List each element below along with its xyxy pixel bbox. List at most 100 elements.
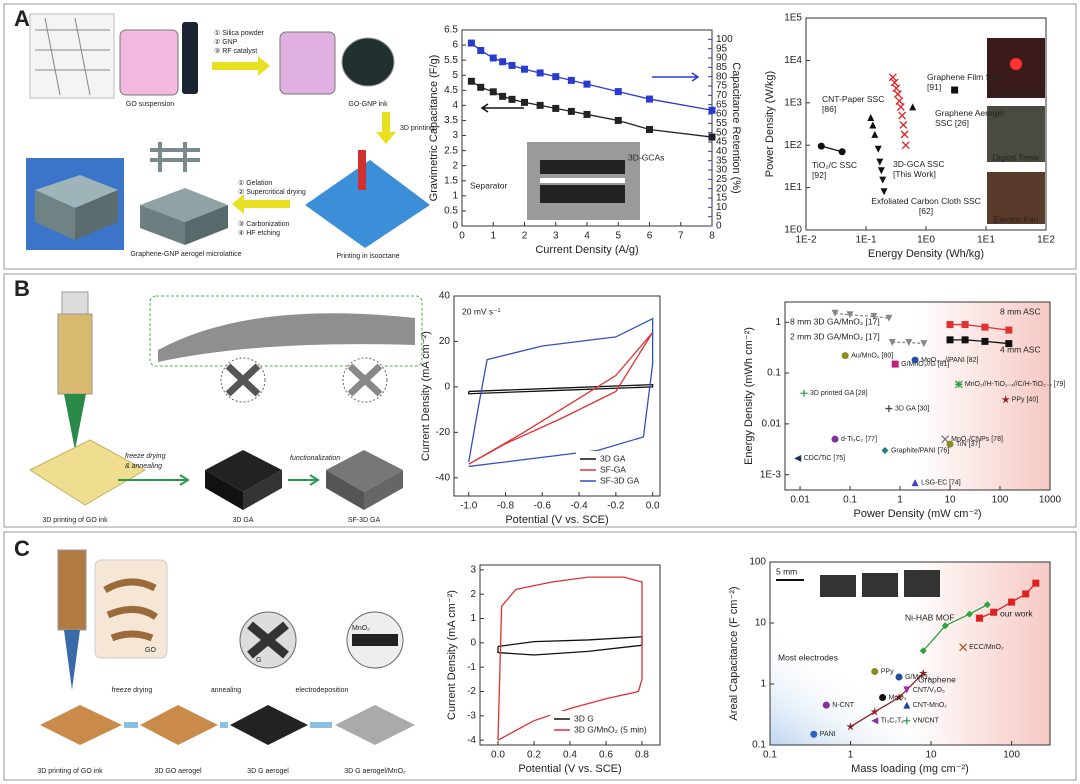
data-point <box>891 360 899 368</box>
point-label: Graphite/PANI [76] <box>891 447 949 454</box>
point-label: 3D printed GA [28] <box>810 390 868 397</box>
point-label: N-CNT <box>832 702 854 709</box>
x-tick-label: 0.0 <box>491 750 505 761</box>
y-tick-label: 100 <box>749 557 766 568</box>
x-tick-label: 0.2 <box>527 750 541 761</box>
data-point <box>817 142 825 150</box>
lattice-photo <box>35 175 118 208</box>
point-label: G/MnO₂ <box>905 674 931 681</box>
annotation: 3D-GCAs <box>628 152 664 162</box>
photo <box>987 106 1045 162</box>
x-axis-label: Energy Density (Wh/kg) <box>868 248 984 260</box>
y2-tick-label: 65 <box>716 99 728 110</box>
lattice-photo <box>35 190 75 240</box>
data-point <box>888 338 896 346</box>
data-point <box>901 141 910 150</box>
panel-b-frame <box>3 273 1077 528</box>
sf-lattice <box>364 470 403 510</box>
y-axis-label: Energy Density (mWh cm⁻²) <box>743 327 755 465</box>
point-label: ECC/MnO₂ <box>969 644 1004 651</box>
label: electrodeposition <box>296 687 349 694</box>
y-axis-label: Current Density (mA cm⁻²) <box>420 331 432 461</box>
label: & annealing <box>125 463 162 470</box>
data-point <box>838 148 846 156</box>
data-point <box>903 717 911 725</box>
series-line <box>468 317 654 468</box>
data-point <box>894 692 904 702</box>
data-point <box>583 80 591 88</box>
data-point <box>583 110 591 118</box>
x-tick-label: 1 <box>897 495 903 506</box>
y-tick-label: -40 <box>436 472 451 483</box>
data-point <box>467 39 475 47</box>
inset-separator <box>540 178 625 183</box>
data-point <box>946 440 954 448</box>
point-label: PANI <box>820 731 836 738</box>
x-tick-label: 100 <box>992 495 1009 506</box>
x-tick-label: 0.1 <box>843 495 857 506</box>
y2-axis-label: Capacitance Retention (%) <box>730 62 742 193</box>
data-point <box>708 106 716 114</box>
x-tick-label: 1E1 <box>977 235 995 246</box>
x-axis-label: Current Density (A/g) <box>535 244 638 256</box>
x-tick-label: 1000 <box>1039 495 1062 506</box>
lattice <box>230 705 308 745</box>
y-tick-label: 1E5 <box>784 13 802 24</box>
arrow <box>376 112 396 144</box>
data-point <box>981 337 989 345</box>
data-point <box>898 111 907 120</box>
lattice <box>140 205 185 245</box>
data-point <box>885 405 893 413</box>
data-point <box>499 92 507 100</box>
point-label: CDC/TiC [75] <box>804 455 845 462</box>
data-point <box>477 47 485 55</box>
y-tick-label: 1E4 <box>784 55 802 66</box>
data-point <box>911 479 919 487</box>
x-tick-label: 7 <box>678 231 684 242</box>
data-point <box>810 730 818 738</box>
data-point <box>841 352 849 360</box>
data-point <box>499 58 507 66</box>
data-point <box>477 83 485 91</box>
x-axis-label: Potential (V vs. SCE) <box>505 514 608 526</box>
sample-photo <box>904 570 940 597</box>
x-tick-label: -0.6 <box>534 501 552 512</box>
x-axis-label: Power Density (mW cm⁻²) <box>853 508 981 520</box>
y-axis-label: Current Density (mA cm⁻²) <box>446 590 458 720</box>
y-tick-label: 2 <box>452 160 458 171</box>
arrow <box>212 56 270 76</box>
print-bath <box>305 160 430 248</box>
y-tick-label: 4.5 <box>444 85 458 96</box>
go-flakes <box>103 578 159 642</box>
y-tick-label: 1E3 <box>784 97 802 108</box>
lattice-unit <box>150 142 200 172</box>
panel-label: B <box>14 276 30 301</box>
y-tick-label: 3 <box>470 565 476 576</box>
data-point <box>946 321 954 329</box>
lattice <box>335 705 415 745</box>
annotation: Digital Timer <box>992 152 1039 162</box>
label: GO-GNP ink <box>348 101 388 108</box>
legend-box <box>550 711 654 739</box>
y-tick-label: 6.5 <box>444 25 458 36</box>
y-tick-label: 10 <box>755 618 767 629</box>
label: Graphene-GNP aerogel microlattice <box>130 251 241 258</box>
label: freeze drying <box>112 687 153 694</box>
y-tick-label: 2.5 <box>444 145 458 156</box>
data-point <box>871 130 879 138</box>
label: G <box>256 657 261 664</box>
data-point <box>888 73 897 82</box>
point-label: VN/CNT <box>913 718 940 725</box>
syringe <box>57 549 87 631</box>
point-label: MnO₂/CNPs [78] <box>951 436 1003 443</box>
series-label: 4 mm ASC <box>1000 344 1041 354</box>
series-line <box>922 604 988 652</box>
y-tick-label: 40 <box>439 291 451 302</box>
x-tick-label: -1.0 <box>460 501 478 512</box>
y-tick-label: 6 <box>452 40 458 51</box>
label: SF-3D GA <box>348 517 381 524</box>
syringe <box>57 313 93 395</box>
data-point <box>489 88 497 96</box>
y-tick-label: 1E2 <box>784 140 802 151</box>
legend-label: SF-3D GA <box>600 475 640 485</box>
